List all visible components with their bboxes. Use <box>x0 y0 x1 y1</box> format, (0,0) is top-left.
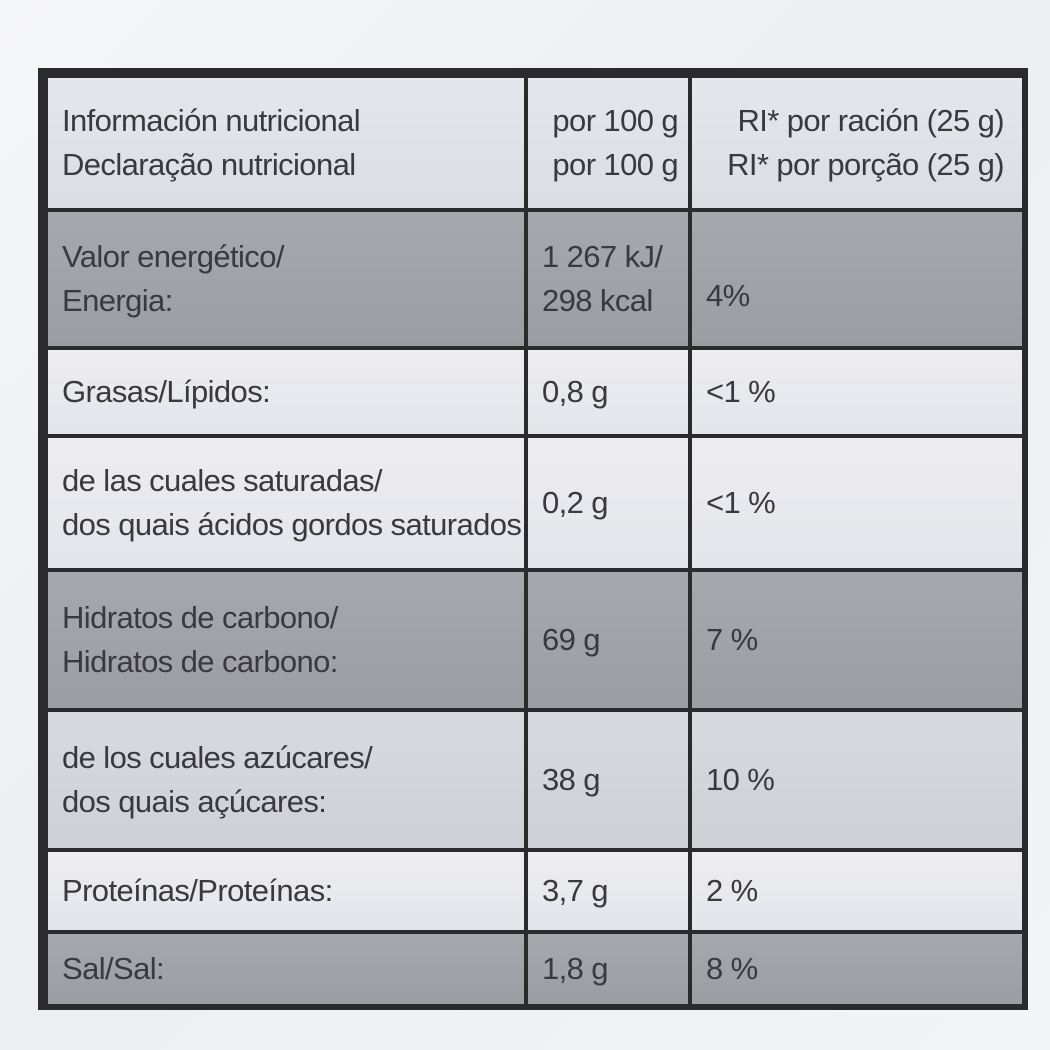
row-label-cell: Hidratos de carbono/ Hidratos de carbono… <box>44 568 528 712</box>
row-ri-value: 2 % <box>706 873 758 908</box>
row-label-cell: Grasas/Lípidos: <box>44 346 528 438</box>
row-label-line-2: dos quais açúcares: <box>62 784 327 819</box>
row-value-line-1: 1 267 kJ/ <box>542 239 663 274</box>
row-value-line-1: 1,8 g <box>542 951 609 986</box>
row-label-line-1: Proteínas/Proteínas: <box>62 873 333 908</box>
table-row-salt: Sal/Sal: 1,8 g 8 % <box>44 930 1026 1008</box>
row-value-cell: 0,8 g <box>524 346 692 438</box>
row-ri-cell: 10 % <box>688 708 1026 852</box>
row-value-cell: 1,8 g <box>524 930 692 1008</box>
row-label-line-1: de los cuales azúcares/ <box>62 740 373 775</box>
row-ri-cell: <1 % <box>688 346 1026 438</box>
header-label-pt: Declaração nutricional <box>62 147 356 182</box>
header-per100-es: por 100 g <box>552 103 678 138</box>
header-label-es: Información nutricional <box>62 103 361 138</box>
row-ri-cell: <1 % <box>688 434 1026 572</box>
table-row-carbohydrates: Hidratos de carbono/ Hidratos de carbono… <box>44 568 1026 712</box>
row-ri-value: <1 % <box>706 374 776 409</box>
row-value-cell: 69 g <box>524 568 692 712</box>
row-ri-value: 4% <box>706 278 750 313</box>
row-value-line-1: 3,7 g <box>542 873 609 908</box>
row-value-cell: 0,2 g <box>524 434 692 572</box>
row-ri-cell: 8 % <box>688 930 1026 1008</box>
table-row-fat: Grasas/Lípidos: 0,8 g <1 % <box>44 346 1026 438</box>
row-value-line-1: 0,2 g <box>542 485 609 520</box>
row-value-cell: 38 g <box>524 708 692 852</box>
row-ri-cell: 2 % <box>688 848 1026 934</box>
table-header-row: Información nutricional Declaração nutri… <box>44 74 1026 212</box>
row-ri-cell: 4% <box>688 208 1026 350</box>
table-row-energy: Valor energético/ Energia: 1 267 kJ/ 298… <box>44 208 1026 350</box>
row-value-line-1: 0,8 g <box>542 374 609 409</box>
header-ri-pt: RI* por porção (25 g) <box>727 147 1004 182</box>
row-label-line-1: Sal/Sal: <box>62 951 165 986</box>
row-label-cell: Valor energético/ Energia: <box>44 208 528 350</box>
row-ri-value: 8 % <box>706 951 758 986</box>
row-ri-value: <1 % <box>706 485 776 520</box>
row-label-cell: Sal/Sal: <box>44 930 528 1008</box>
row-label-line-2: Hidratos de carbono: <box>62 644 338 679</box>
nutrition-table: Información nutricional Declaração nutri… <box>44 74 1026 1008</box>
row-label-line-2: dos quais ácidos gordos saturados: <box>62 507 526 542</box>
row-value-line-2: 298 kcal <box>542 283 653 318</box>
header-label-cell: Información nutricional Declaração nutri… <box>44 74 528 212</box>
table-row-saturated: de las cuales saturadas/ dos quais ácido… <box>44 434 1026 572</box>
header-per100-cell: por 100 g por 100 g <box>524 74 692 212</box>
row-label-line-1: Valor energético/ <box>62 239 284 274</box>
header-per100-pt: por 100 g <box>552 147 678 182</box>
row-value-line-1: 69 g <box>542 622 601 657</box>
row-label-cell: Proteínas/Proteínas: <box>44 848 528 934</box>
row-ri-value: 10 % <box>706 762 775 797</box>
table-row-protein: Proteínas/Proteínas: 3,7 g 2 % <box>44 848 1026 934</box>
table-row-sugars: de los cuales azúcares/ dos quais açúcar… <box>44 708 1026 852</box>
header-ri-cell: RI* por ración (25 g) RI* por porção (25… <box>688 74 1026 212</box>
row-label-line-1: Grasas/Lípidos: <box>62 374 271 409</box>
row-ri-cell: 7 % <box>688 568 1026 712</box>
row-value-cell: 1 267 kJ/ 298 kcal <box>524 208 692 350</box>
row-label-line-2: Energia: <box>62 283 173 318</box>
row-label-line-1: Hidratos de carbono/ <box>62 600 338 635</box>
row-value-line-1: 38 g <box>542 762 601 797</box>
row-ri-value: 7 % <box>706 622 758 657</box>
row-label-cell: de las cuales saturadas/ dos quais ácido… <box>44 434 528 572</box>
row-value-cell: 3,7 g <box>524 848 692 934</box>
row-label-cell: de los cuales azúcares/ dos quais açúcar… <box>44 708 528 852</box>
header-ri-es: RI* por ración (25 g) <box>737 103 1004 138</box>
row-label-line-1: de las cuales saturadas/ <box>62 463 383 498</box>
